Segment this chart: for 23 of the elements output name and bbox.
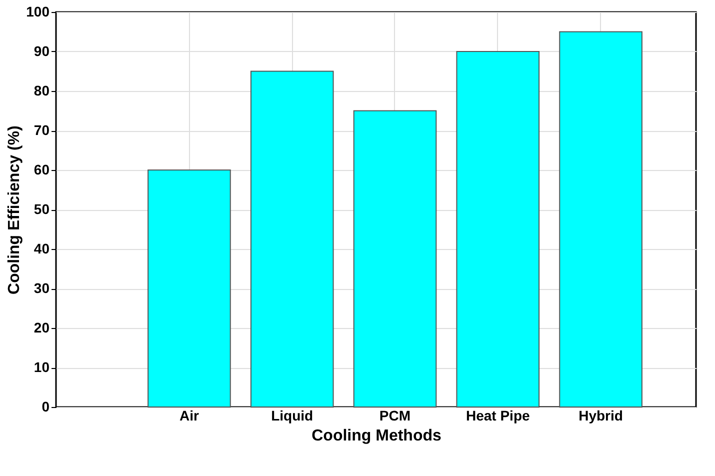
y-tick-label: 40 bbox=[34, 240, 50, 256]
y-tick-label: 100 bbox=[26, 4, 50, 20]
y-tick-label: 30 bbox=[34, 280, 50, 296]
x-tick-label: PCM bbox=[379, 408, 411, 424]
y-tick-label: 0 bbox=[42, 398, 50, 414]
x-tick-label: Heat Pipe bbox=[466, 408, 530, 424]
bar bbox=[559, 31, 642, 408]
y-tick-label: 90 bbox=[34, 43, 50, 59]
bar bbox=[250, 70, 334, 408]
y-axis-title: Cooling Efficiency (%) bbox=[6, 126, 24, 294]
y-tick-label: 10 bbox=[34, 359, 50, 375]
bar bbox=[456, 51, 540, 408]
y-tick-label: 20 bbox=[34, 320, 50, 336]
bar bbox=[353, 110, 437, 408]
y-tick-label: 50 bbox=[34, 201, 50, 217]
x-tick-label: Air bbox=[179, 408, 200, 424]
x-tick-label: Liquid bbox=[271, 408, 314, 424]
x-axis-title: Cooling Methods bbox=[312, 428, 442, 444]
y-tick-label: 70 bbox=[34, 122, 50, 138]
y-tick-label: 80 bbox=[34, 82, 50, 98]
y-tick-label: 60 bbox=[34, 162, 50, 178]
bar bbox=[148, 170, 231, 408]
x-tick-label: Hybrid bbox=[578, 408, 623, 424]
